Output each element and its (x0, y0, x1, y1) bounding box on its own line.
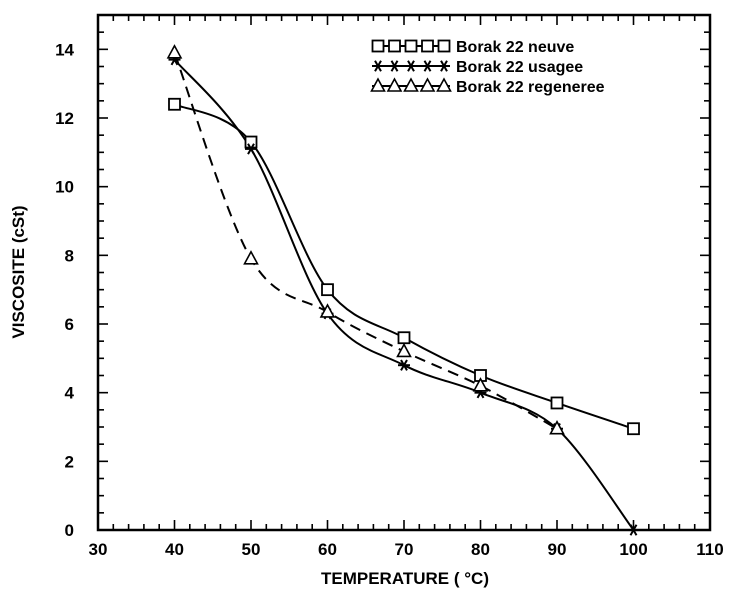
data-point-series-1 (321, 283, 334, 297)
data-point-series-1 (627, 422, 640, 436)
series-line-3 (173, 52, 558, 430)
y-tick-label: 14 (55, 40, 74, 59)
data-point-series-1 (168, 97, 181, 111)
plot-frame (96, 13, 712, 532)
data-point-series-2 (627, 524, 640, 536)
y-tick-label: 10 (55, 178, 74, 197)
legend-marker (421, 60, 434, 72)
y-tick-label: 4 (65, 384, 75, 403)
legend-marker (403, 77, 419, 92)
x-tick-labels: 30 40 50 60 70 80 90 100 110 (89, 540, 724, 559)
data-point-series-3 (396, 342, 412, 358)
star-stroke (400, 359, 408, 371)
legend-marker (405, 60, 417, 72)
axis-ticks (97, 14, 711, 531)
legend-marker (436, 77, 452, 92)
star-stroke (423, 60, 432, 72)
legend-entry-1: Borak 22 neuve (371, 39, 574, 56)
star-stroke (629, 524, 638, 536)
x-tick-label: 110 (696, 540, 723, 559)
data-point-series-1 (550, 396, 564, 410)
legend-entry-3: Borak 22 regeneree (370, 77, 605, 96)
data-point-series-3 (166, 44, 183, 59)
star-stroke (407, 60, 415, 72)
y-tick-label: 2 (65, 452, 74, 471)
x-tick-label: 30 (89, 540, 108, 559)
data-point-series-3 (472, 377, 489, 392)
data-point-series-3 (243, 250, 259, 265)
legend-marker (404, 39, 418, 53)
y-tick-labels: 0 2 4 6 8 10 12 14 (55, 40, 74, 540)
legend-marker (421, 39, 434, 53)
star-stroke (440, 60, 448, 72)
data-point-series-1 (397, 331, 411, 345)
legend: Borak 22 neuve Borak 22 usagee Borak 22 re… (370, 39, 605, 96)
star-stroke (374, 60, 382, 72)
data-point-series-2 (398, 359, 410, 371)
x-tick-label: 60 (318, 540, 337, 559)
series-curves (173, 52, 635, 531)
y-axis-title: VISCOSITE (cSt) (9, 205, 28, 338)
legend-label: Borak 22 usagee (456, 59, 583, 76)
x-tick-label: 50 (242, 540, 261, 559)
legend-entry-2: Borak 22 usagee (372, 59, 583, 76)
data-point-series-3 (319, 303, 336, 318)
legend-marker (437, 39, 451, 53)
x-axis-title: TEMPERATURE ( °C) (321, 569, 489, 588)
legend-marker (371, 39, 385, 53)
legend-marker (386, 77, 403, 92)
y-tick-label: 0 (65, 521, 74, 540)
y-tick-label: 8 (65, 246, 74, 265)
legend-marker (419, 77, 436, 92)
series-line-1 (174, 103, 634, 430)
legend-marker (388, 39, 401, 53)
legend-marker (388, 60, 401, 72)
x-tick-label: 80 (471, 540, 490, 559)
y-tick-label: 12 (55, 109, 74, 128)
data-point-series-1 (244, 135, 258, 149)
star-stroke (247, 143, 255, 155)
y-tick-label: 6 (65, 315, 74, 334)
series-line-2 (173, 58, 635, 531)
data-point-series-3 (549, 420, 565, 435)
data-point-series-2 (245, 143, 257, 155)
star-stroke (390, 60, 399, 72)
x-tick-label: 70 (395, 540, 414, 559)
legend-marker (372, 60, 384, 72)
series-markers (166, 44, 640, 536)
x-tick-label: 90 (548, 540, 567, 559)
legend-label: Borak 22 regeneree (456, 79, 605, 96)
x-tick-label: 100 (619, 540, 647, 559)
legend-marker (370, 77, 386, 92)
legend-label: Borak 22 neuve (456, 39, 574, 56)
legend-marker (438, 60, 450, 72)
x-tick-label: 40 (165, 540, 184, 559)
